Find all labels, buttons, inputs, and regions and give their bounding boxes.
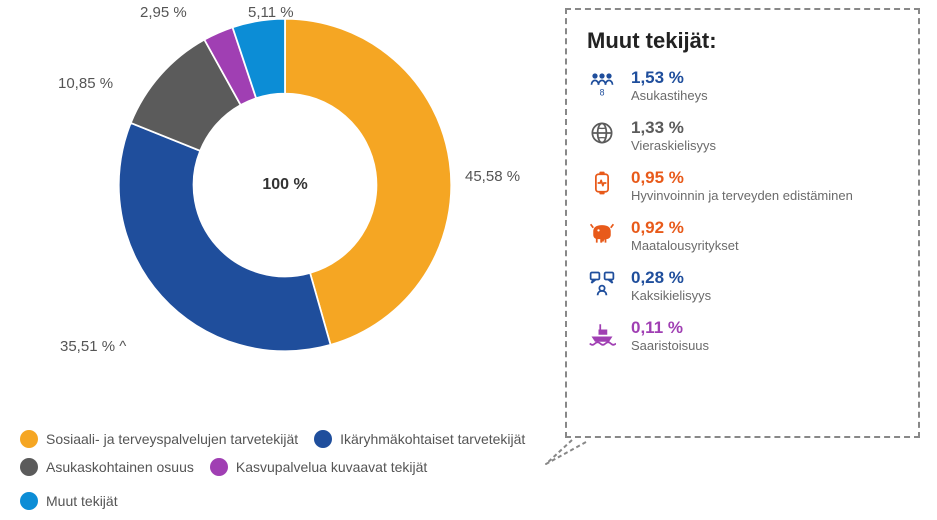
chat-icon xyxy=(587,268,617,298)
factor-label: Kaksikielisyys xyxy=(631,288,711,304)
legend-swatch-icon xyxy=(20,430,38,448)
health-icon xyxy=(587,168,617,198)
legend-row: Sosiaali- ja terveyspalvelujen tarveteki… xyxy=(20,430,540,448)
slice-label-4: 5,11 % xyxy=(248,4,294,21)
factor-row: 0,11 %Saaristoisuus xyxy=(587,318,898,354)
globe-icon xyxy=(587,118,617,148)
factor-row: 0,28 %Kaksikielisyys xyxy=(587,268,898,304)
slice-label-1: 35,51 % ^ xyxy=(60,338,126,355)
donut-chart-area: 100 % 45,58 % 35,51 % ^ 10,85 % 2,95 % 5… xyxy=(0,0,540,430)
factor-label: Saaristoisuus xyxy=(631,338,709,354)
other-factors-panel: Muut tekijät: 8 1,53 %Asukastiheys 1,33 %V… xyxy=(565,8,920,438)
callout-tail-icon xyxy=(540,420,600,470)
slice-label-2: 10,85 % xyxy=(58,75,113,92)
factors-list: 8 1,53 %Asukastiheys 1,33 %Vieraskielisyys… xyxy=(587,68,898,354)
factor-percent: 1,33 % xyxy=(631,118,716,138)
legend-swatch-icon xyxy=(210,458,228,476)
panel-title: Muut tekijät: xyxy=(587,28,898,54)
cow-icon xyxy=(587,218,617,248)
factor-row: 0,95 %Hyvinvoinnin ja terveyden edistämi… xyxy=(587,168,898,204)
factor-label: Maatalousyritykset xyxy=(631,238,739,254)
legend-label: Asukaskohtainen osuus xyxy=(46,459,194,475)
factor-label: Vieraskielisyys xyxy=(631,138,716,154)
factor-percent: 0,11 % xyxy=(631,318,709,338)
legend-swatch-icon xyxy=(20,458,38,476)
legend-label: Kasvupalvelua kuvaavat tekijät xyxy=(236,459,427,475)
legend-item: Asukaskohtainen osuus xyxy=(20,458,194,476)
slice-label-0: 45,58 % xyxy=(465,168,520,185)
factor-text: 0,28 %Kaksikielisyys xyxy=(631,268,711,304)
factor-percent: 0,95 % xyxy=(631,168,853,188)
factor-label: Hyvinvoinnin ja terveyden edistäminen xyxy=(631,188,853,204)
legend-item: Sosiaali- ja terveyspalvelujen tarveteki… xyxy=(20,430,298,448)
legend-label: Sosiaali- ja terveyspalvelujen tarveteki… xyxy=(46,431,298,447)
legend-swatch-icon xyxy=(314,430,332,448)
factor-text: 1,33 %Vieraskielisyys xyxy=(631,118,716,154)
people-icon: 8 xyxy=(587,68,617,98)
factor-text: 0,92 %Maatalousyritykset xyxy=(631,218,739,254)
legend-row: Asukaskohtainen osuus Kasvupalvelua kuvaa… xyxy=(20,458,540,510)
legend-item: Kasvupalvelua kuvaavat tekijät xyxy=(210,458,427,476)
legend-item: Ikäryhmäkohtaiset tarvetekijät xyxy=(314,430,525,448)
legend-item: Muut tekijät xyxy=(20,492,118,510)
factor-text: 1,53 %Asukastiheys xyxy=(631,68,708,104)
legend-swatch-icon xyxy=(20,492,38,510)
factor-percent: 0,28 % xyxy=(631,268,711,288)
donut-center-label: 100 % xyxy=(262,176,307,194)
svg-text:8: 8 xyxy=(600,87,605,97)
factor-text: 0,95 %Hyvinvoinnin ja terveyden edistämi… xyxy=(631,168,853,204)
factor-percent: 0,92 % xyxy=(631,218,739,238)
factor-text: 0,11 %Saaristoisuus xyxy=(631,318,709,354)
factor-row: 1,33 %Vieraskielisyys xyxy=(587,118,898,154)
factor-row: 8 1,53 %Asukastiheys xyxy=(587,68,898,104)
boat-icon xyxy=(587,318,617,348)
factor-label: Asukastiheys xyxy=(631,88,708,104)
factor-percent: 1,53 % xyxy=(631,68,708,88)
legend-label: Ikäryhmäkohtaiset tarvetekijät xyxy=(340,431,525,447)
factor-row: 0,92 %Maatalousyritykset xyxy=(587,218,898,254)
donut-chart: 100 % xyxy=(110,10,460,360)
slice-label-3: 2,95 % xyxy=(140,4,187,21)
